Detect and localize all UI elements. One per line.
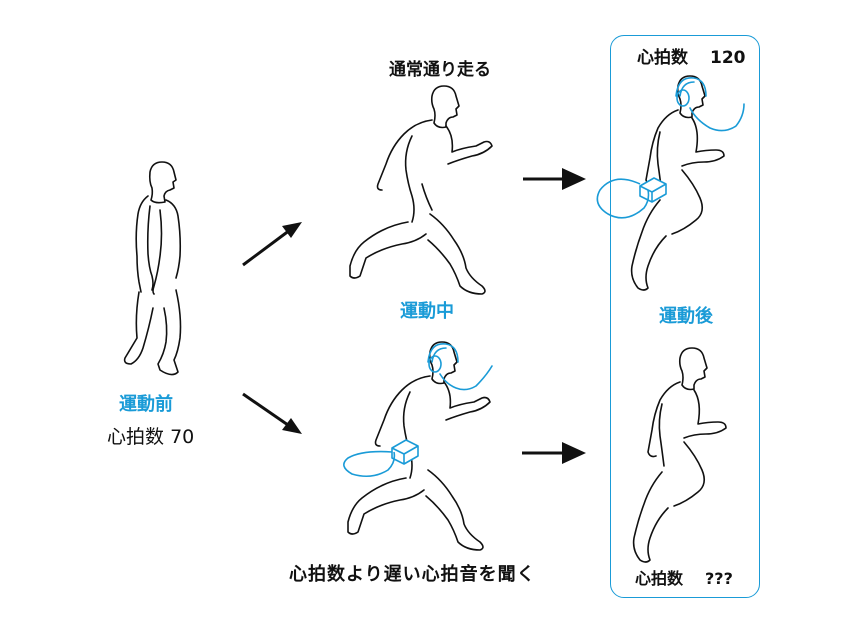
headphones-icon bbox=[427, 343, 493, 391]
result-panel-frame bbox=[610, 35, 760, 598]
running-person-icon bbox=[347, 341, 491, 551]
audio-device-icon bbox=[596, 177, 667, 219]
heart-rate-top: 心拍数 120 bbox=[637, 50, 746, 67]
standing-person-icon bbox=[123, 161, 182, 376]
heart-rate-bottom-label: 心拍数 bbox=[635, 569, 684, 588]
arrow-icon bbox=[522, 442, 586, 464]
label-before-exercise: 運動前 bbox=[119, 394, 173, 415]
heart-rate-top-value: 120 bbox=[710, 48, 746, 68]
headphones-icon bbox=[675, 77, 745, 132]
heart-rate-top-label: 心拍数 bbox=[637, 48, 688, 68]
label-after-exercise: 運動後 bbox=[659, 306, 713, 327]
heart-rate-before-label: 心拍数 bbox=[107, 426, 165, 448]
arrow-icon bbox=[242, 222, 302, 267]
running-person-icon bbox=[632, 347, 727, 563]
audio-device-icon bbox=[343, 439, 419, 478]
label-slower-heartbeat-sound: 心拍数より遅い心拍音を聞く bbox=[289, 564, 536, 585]
heart-rate-before: 心拍数 70 bbox=[107, 428, 194, 447]
heart-rate-bottom-value: ??? bbox=[705, 569, 733, 588]
arrow-icon bbox=[523, 168, 586, 190]
arrow-icon bbox=[242, 392, 302, 434]
label-during-exercise: 運動中 bbox=[400, 301, 454, 322]
label-running-normally: 通常通り走る bbox=[389, 60, 491, 80]
running-person-icon bbox=[349, 85, 493, 295]
heart-rate-bottom: 心拍数??? bbox=[635, 571, 733, 587]
heart-rate-before-value: 70 bbox=[170, 426, 195, 448]
